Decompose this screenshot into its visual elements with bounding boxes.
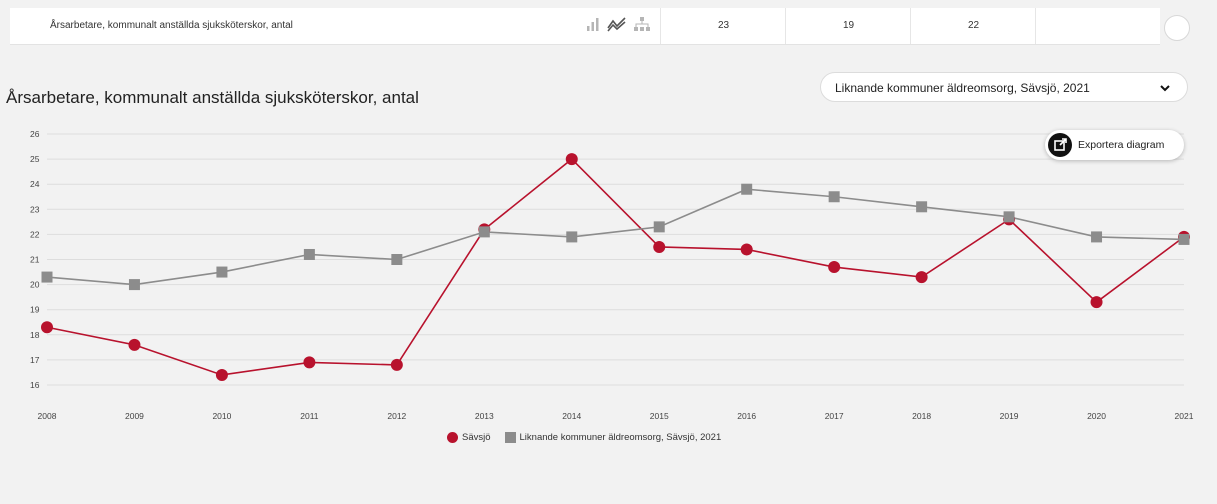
- data-point: [391, 254, 403, 265]
- view-switcher: [585, 16, 651, 36]
- x-tick-label: 2010: [212, 411, 231, 421]
- x-tick-label: 2014: [562, 411, 581, 421]
- y-tick-label: 19: [30, 305, 40, 315]
- x-tick-label: 2009: [125, 411, 144, 421]
- comparison-select[interactable]: Liknande kommuner äldreomsorg, Sävsjö, 2…: [820, 72, 1188, 102]
- data-point: [653, 240, 666, 253]
- value-cell: 22: [910, 8, 1036, 44]
- data-point: [41, 321, 53, 334]
- export-label: Exportera diagram: [1078, 139, 1165, 151]
- comparison-select-value: Liknande kommuner äldreomsorg, Sävsjö, 2…: [835, 81, 1090, 95]
- legend-swatch: [447, 432, 458, 443]
- x-tick-label: 2019: [1000, 411, 1019, 421]
- y-tick-label: 21: [30, 255, 40, 265]
- series-line: [46, 188, 1185, 286]
- chevron-down-icon: [1159, 81, 1171, 99]
- x-tick-label: 2018: [912, 411, 931, 421]
- data-point: [303, 248, 315, 260]
- chart-title: Årsarbetare, kommunalt anställda sjukskö…: [6, 88, 419, 107]
- legend-swatch: [504, 432, 516, 443]
- y-tick-label: 24: [30, 179, 40, 189]
- x-tick-label: 2012: [387, 411, 406, 421]
- table-row: Årsarbetare, kommunalt anställda sjukskö…: [10, 8, 1160, 45]
- x-tick-label: 2008: [38, 411, 57, 421]
- hierarchy-icon[interactable]: [633, 16, 651, 37]
- x-tick-label: 2020: [1087, 411, 1106, 421]
- y-tick-label: 26: [30, 129, 40, 139]
- data-point: [565, 153, 578, 166]
- y-tick-label: 17: [30, 355, 40, 365]
- data-point: [741, 183, 753, 195]
- data-point: [915, 271, 928, 284]
- x-tick-label: 2015: [650, 411, 669, 421]
- y-tick-label: 16: [30, 380, 40, 390]
- export-chart-button[interactable]: Exportera diagram: [1045, 130, 1184, 160]
- legend-label: Sävsjö: [462, 432, 491, 443]
- chart-legend: Sävsjö Liknande kommuner äldreomsorg, Sä…: [447, 432, 721, 443]
- bar-chart-icon[interactable]: [585, 16, 601, 37]
- y-tick-label: 22: [30, 229, 40, 239]
- x-tick-label: 2016: [737, 411, 756, 421]
- data-point: [216, 266, 228, 278]
- value-cell: 19: [785, 8, 911, 44]
- legend-item[interactable]: Sävsjö: [447, 432, 491, 443]
- y-tick-label: 25: [30, 154, 40, 164]
- x-tick-label: 2017: [825, 411, 844, 421]
- value-cell: 23: [660, 8, 786, 44]
- y-tick-label: 18: [30, 330, 40, 340]
- line-chart-icon[interactable]: [607, 16, 627, 37]
- y-tick-label: 20: [30, 280, 40, 290]
- legend-label: Liknande kommuner äldreomsorg, Sävsjö, 2…: [519, 432, 722, 443]
- x-tick-label: 2021: [1175, 411, 1194, 421]
- data-point: [303, 356, 316, 369]
- legend-item[interactable]: Liknande kommuner äldreomsorg, Sävsjö, 2…: [504, 432, 722, 443]
- data-point: [916, 201, 928, 213]
- x-tick-label: 2011: [300, 411, 319, 421]
- data-point: [1178, 233, 1190, 245]
- y-tick-label: 23: [30, 204, 40, 214]
- data-point: [41, 271, 53, 283]
- data-point: [1003, 211, 1015, 223]
- data-point: [478, 226, 490, 238]
- data-point: [828, 191, 840, 203]
- data-point: [653, 221, 665, 233]
- x-tick-label: 2013: [475, 411, 494, 421]
- data-point: [215, 368, 228, 381]
- data-point: [566, 231, 578, 243]
- data-point: [1091, 231, 1103, 243]
- data-point: [828, 261, 841, 274]
- data-point: [390, 358, 403, 371]
- data-point: [128, 279, 140, 291]
- data-point: [128, 338, 141, 351]
- data-point: [740, 243, 753, 256]
- value-cell: [1035, 8, 1161, 44]
- row-label: Årsarbetare, kommunalt anställda sjukskö…: [50, 20, 293, 31]
- export-icon: [1048, 133, 1072, 157]
- data-point: [1090, 296, 1103, 309]
- row-select-radio[interactable]: [1164, 15, 1190, 41]
- series-line: [46, 158, 1185, 376]
